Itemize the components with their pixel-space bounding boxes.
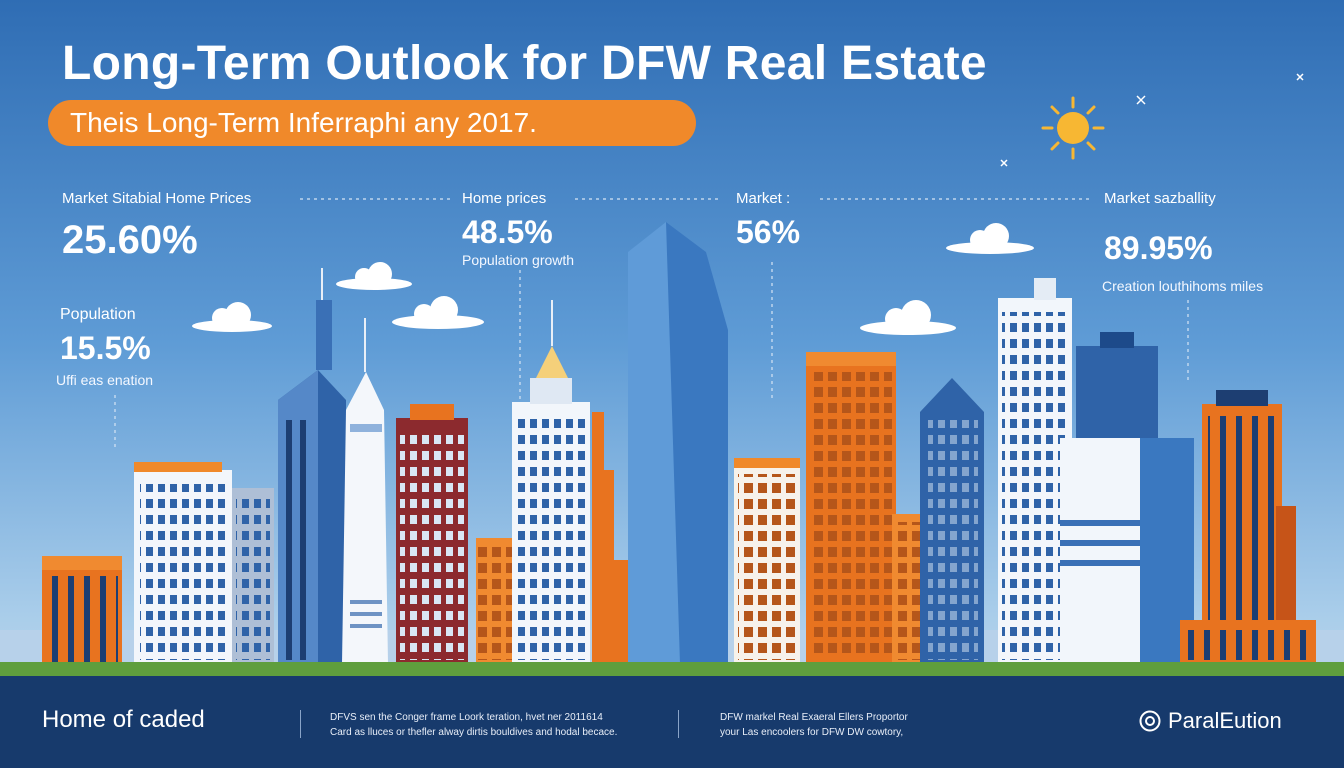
- stat-label-home-prices: Market Sitabial Home Prices: [62, 190, 252, 207]
- stat-note-population: Uffi eas enation: [56, 372, 154, 388]
- stat-value-population: 15.5%: [60, 330, 151, 366]
- stat-note-population-growth: Population growth: [462, 252, 575, 268]
- sparkles: [1000, 73, 1304, 167]
- ground: [0, 662, 1344, 676]
- buildings: [42, 222, 1316, 664]
- stat-label-population: Population: [60, 306, 136, 323]
- page-title: Long-Term Outlook for DFW Real Estate: [62, 37, 987, 90]
- brand: ParalEution: [1138, 708, 1282, 734]
- stat-label-market: Market :: [736, 190, 791, 207]
- subtitle-banner: Theis Long-Term Inferraphi any 2017.: [48, 100, 696, 146]
- sun-icon: [1041, 96, 1105, 160]
- footer-bar: Home of caded DFVS sen the Conger frame …: [0, 676, 1344, 768]
- footer-text-block-1: DFVS sen the Conger frame Loork teration…: [330, 712, 618, 738]
- stat-value-home-prices: 25.60%: [62, 218, 198, 262]
- stat-label-market-stability: Market sazballity: [1104, 190, 1216, 207]
- brand-name: ParalEution: [1168, 708, 1282, 733]
- guide-lines: [114, 198, 1189, 450]
- footer-divider: [678, 710, 679, 738]
- stat-value-market-stability: 89.95%: [1104, 230, 1213, 266]
- clouds: [192, 223, 1034, 335]
- stat-note-market-stability: Creation louthihoms miles: [1102, 278, 1264, 294]
- stat-value-market: 56%: [736, 214, 801, 250]
- stat-label-home-prices-2: Home prices: [462, 190, 547, 207]
- footer-divider: [300, 710, 301, 738]
- stat-value-home-prices-2: 48.5%: [462, 214, 553, 250]
- footer-title: Home of caded: [42, 706, 205, 733]
- skyline-illustration: [0, 73, 1344, 676]
- footer-text-block-2: DFW markel Real Exaeral Ellers Proportor…: [720, 712, 908, 738]
- brand-logo-icon: [1139, 710, 1161, 732]
